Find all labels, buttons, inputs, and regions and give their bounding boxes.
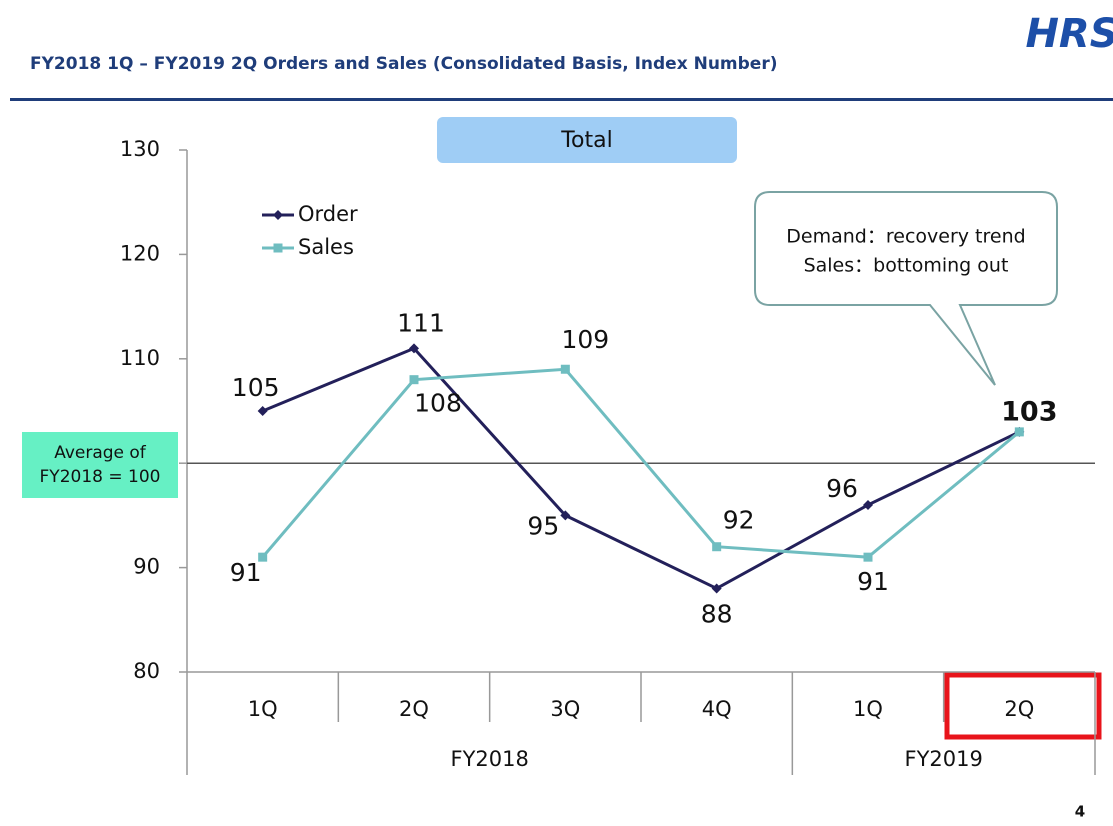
highlight-box: [944, 672, 1102, 740]
data-label: 92: [723, 506, 755, 535]
marker: [1014, 427, 1024, 437]
logo: HRS: [1025, 11, 1113, 57]
data-label: 103: [1001, 396, 1057, 427]
callout: [754, 191, 1058, 386]
marker: [863, 499, 873, 510]
legend-label: Sales: [298, 235, 354, 259]
marker: [273, 243, 283, 253]
series-line: [261, 367, 1021, 559]
marker: [257, 406, 268, 416]
group-label: FY2019: [904, 747, 982, 771]
chart-title-box: [437, 117, 737, 163]
reference-label: Average of FY2018 = 100: [22, 432, 178, 498]
data-label: 111: [397, 308, 445, 337]
data-label: 95: [527, 511, 559, 540]
marker: [273, 210, 283, 220]
data-label: 91: [857, 567, 889, 596]
marker: [711, 583, 722, 594]
y-tick-label: 90: [133, 555, 160, 579]
marker: [863, 552, 873, 562]
title-rule: [10, 98, 1113, 101]
data-label: 109: [561, 325, 609, 354]
y-tick-label: 80: [133, 659, 160, 683]
slide-title: FY2018 1Q – FY2019 2Q Orders and Sales (…: [30, 54, 778, 74]
x-tick-label: 2Q: [1004, 697, 1034, 721]
annotation: Sales：bottoming out: [804, 255, 1009, 277]
marker: [258, 552, 268, 562]
data-label: 108: [414, 389, 462, 418]
y-tick-label: 130: [120, 137, 160, 161]
data-label: 105: [232, 373, 280, 402]
x-tick-label: 1Q: [853, 697, 883, 721]
x-tick-label: 3Q: [550, 697, 580, 721]
chart-title: Total: [560, 128, 612, 153]
marker: [409, 343, 419, 354]
page-number: 4: [1075, 803, 1085, 821]
x-tick-label: 4Q: [702, 697, 732, 721]
y-tick-label: 120: [120, 241, 160, 265]
marker: [409, 375, 419, 385]
annotation: Demand：recovery trend: [786, 226, 1025, 248]
marker: [560, 364, 570, 374]
series-line: [262, 346, 1020, 591]
data-label: 91: [230, 558, 262, 587]
group-label: FY2018: [450, 747, 528, 771]
data-label: 96: [826, 474, 858, 503]
x-tick-label: 2Q: [399, 697, 429, 721]
marker: [712, 542, 722, 552]
x-tick-label: 1Q: [248, 697, 278, 721]
data-label: 88: [701, 599, 733, 628]
y-tick-label: 110: [120, 346, 160, 370]
marker: [560, 510, 571, 521]
legend-label: Order: [298, 202, 358, 226]
